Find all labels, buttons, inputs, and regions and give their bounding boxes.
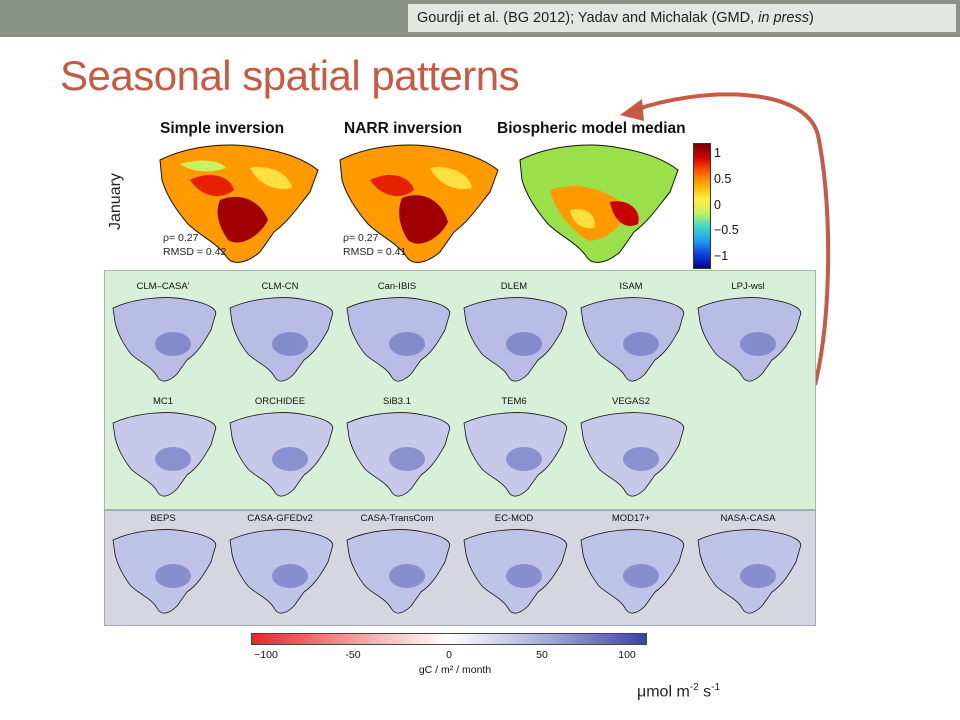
model-map (697, 297, 802, 382)
model-map (229, 412, 334, 497)
model-map (229, 529, 334, 614)
slide-title: Seasonal spatial patterns (60, 52, 520, 99)
model-map (112, 412, 217, 497)
row-label-january: January (107, 173, 124, 230)
model-map (346, 412, 451, 497)
hcb-tick-neg50: -50 (345, 649, 361, 661)
model-label: CASA-TransCom (360, 513, 434, 524)
model-label: LPJ-wsl (731, 281, 765, 292)
citation-box: Gourdji et al. (BG 2012); Yadav and Mich… (408, 4, 956, 32)
cb-tick-1: 1 (714, 146, 721, 160)
model-label: CLM–CASA' (136, 281, 190, 292)
hcb-tick-100: 100 (618, 649, 636, 661)
model-label: ISAM (619, 281, 643, 292)
map-biospheric-median (519, 144, 679, 263)
model-label: TEM6 (501, 396, 527, 407)
model-map (697, 529, 802, 614)
model-panel-gray (104, 510, 816, 626)
rmsd-simple: RMSD = 0.42 (163, 246, 227, 258)
cb-tick-neg1: −1 (714, 249, 729, 263)
model-map (580, 297, 685, 382)
citation-text: Gourdji et al. (BG 2012); Yadav and Mich… (417, 10, 759, 26)
model-label: NASA-CASA (720, 513, 776, 524)
citation-suffix: ) (808, 10, 814, 26)
unit-label: μmol m-2 s-1 (637, 682, 721, 701)
model-label: MC1 (152, 396, 174, 407)
model-label: CLM-CN (261, 281, 299, 292)
panel-title-biospheric-median: Biospheric model median (497, 120, 686, 137)
model-map (580, 412, 685, 497)
model-label: DLEM (500, 281, 528, 292)
model-map (112, 297, 217, 382)
map-narr-inversion (339, 144, 499, 263)
model-label: BEPS (150, 513, 176, 524)
cb-tick-0: 0 (714, 198, 721, 212)
model-map (463, 529, 568, 614)
cb-tick-0_5: 0.5 (714, 172, 732, 186)
model-map (580, 529, 685, 614)
model-label: MOD17+ (611, 513, 651, 524)
model-label: SiB3.1 (383, 396, 411, 407)
model-map (229, 297, 334, 382)
colorbar-top (693, 143, 711, 269)
model-map (112, 529, 217, 614)
model-map (346, 529, 451, 614)
rmsd-narr: RMSD = 0.41 (343, 246, 407, 258)
model-map (463, 412, 568, 497)
bottom-colorbar-label: gC / m² / month (418, 664, 492, 676)
model-label: VEGAS2 (611, 396, 651, 407)
cb-tick-neg0_5: −0.5 (714, 223, 739, 237)
curved-arrow (620, 92, 831, 386)
panel-title-simple-inversion: Simple inversion (160, 120, 285, 137)
panel-title-narr-inversion: NARR inversion (344, 120, 462, 137)
model-label: EC-MOD (494, 513, 534, 524)
citation-italic: in press (758, 10, 809, 26)
model-map (346, 297, 451, 382)
model-map (463, 297, 568, 382)
map-simple-inversion (159, 144, 319, 263)
model-panel-green (104, 270, 816, 510)
rho-narr: ρ= 0.27 (343, 232, 379, 244)
model-label: Can-IBIS (377, 281, 417, 292)
model-label: ORCHIDEE (254, 396, 306, 407)
hcb-tick-50: 50 (536, 649, 548, 661)
model-label: CASA-GFEDv2 (247, 513, 313, 524)
colorbar-bottom (251, 633, 647, 645)
rho-simple: ρ= 0.27 (163, 232, 199, 244)
hcb-tick-0: 0 (446, 649, 452, 661)
hcb-tick-neg100: −100 (254, 649, 278, 661)
